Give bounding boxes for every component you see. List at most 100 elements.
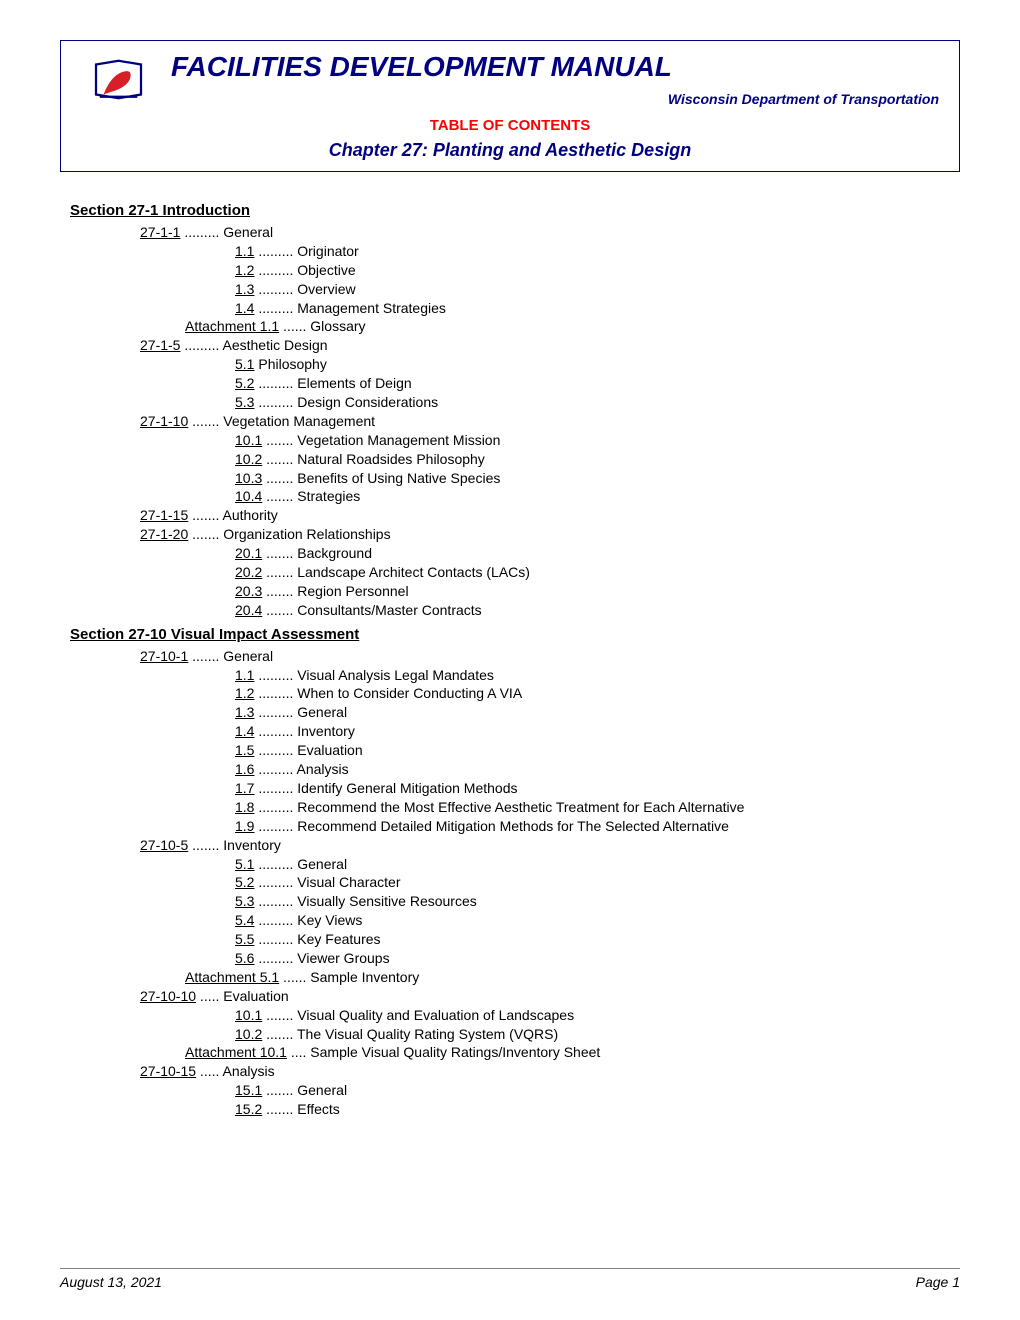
toc-link[interactable]: Attachment 1.1 (185, 318, 279, 334)
toc-text: ......... Analysis (254, 761, 348, 777)
toc-entry: 1.7 ......... Identify General Mitigatio… (70, 779, 950, 798)
toc-link[interactable]: 5.1 (235, 356, 254, 372)
toc-link[interactable]: 27-10-5 (140, 837, 188, 853)
toc-entry: 27-1-20 ....... Organization Relationshi… (70, 525, 950, 544)
toc-link[interactable]: 5.3 (235, 394, 254, 410)
logo-icon (81, 52, 156, 107)
toc-text: ......... Visual Analysis Legal Mandates (254, 667, 493, 683)
toc-link[interactable]: 1.4 (235, 723, 254, 739)
toc-entry: 1.4 ......... Management Strategies (70, 299, 950, 318)
toc-content: Section 27-1 Introduction 27-1-1 ........… (60, 202, 960, 1119)
toc-link[interactable]: 1.3 (235, 281, 254, 297)
toc-link[interactable]: 15.2 (235, 1101, 262, 1117)
toc-entry: Attachment 5.1 ...... Sample Inventory (70, 968, 950, 987)
toc-link[interactable]: 1.2 (235, 262, 254, 278)
toc-link[interactable]: 1.7 (235, 780, 254, 796)
toc-text: ....... General (262, 1082, 347, 1098)
toc-entry: 27-10-10 ..... Evaluation (70, 987, 950, 1006)
toc-link[interactable]: 5.6 (235, 950, 254, 966)
toc-label: TABLE OF CONTENTS (61, 112, 959, 137)
toc-link[interactable]: 1.1 (235, 243, 254, 259)
toc-text: ......... Management Strategies (254, 300, 445, 316)
toc-text: ......... Objective (254, 262, 355, 278)
toc-link[interactable]: Attachment 10.1 (185, 1044, 287, 1060)
toc-link[interactable]: 1.4 (235, 300, 254, 316)
toc-link[interactable]: 27-1-15 (140, 507, 188, 523)
toc-link[interactable]: 1.6 (235, 761, 254, 777)
toc-entry: 5.1 ......... General (70, 855, 950, 874)
section-title[interactable]: Section 27-10 Visual Impact Assessment (70, 626, 950, 643)
toc-text: .... Sample Visual Quality Ratings/Inven… (287, 1044, 600, 1060)
toc-link[interactable]: 27-10-1 (140, 648, 188, 664)
toc-text: ....... Region Personnel (262, 583, 408, 599)
toc-link[interactable]: 1.9 (235, 818, 254, 834)
toc-entry: 5.3 ......... Visually Sensitive Resourc… (70, 892, 950, 911)
toc-link[interactable]: 10.3 (235, 470, 262, 486)
toc-entry: 1.1 ......... Originator (70, 242, 950, 261)
toc-link[interactable]: 5.2 (235, 375, 254, 391)
toc-link[interactable]: 10.1 (235, 1007, 262, 1023)
toc-entry: 10.3 ....... Benefits of Using Native Sp… (70, 469, 950, 488)
toc-entry: 27-1-15 ....... Authority (70, 506, 950, 525)
toc-link[interactable]: 1.5 (235, 742, 254, 758)
toc-link[interactable]: 27-1-5 (140, 337, 180, 353)
toc-link[interactable]: 10.1 (235, 432, 262, 448)
toc-entry: 1.1 ......... Visual Analysis Legal Mand… (70, 666, 950, 685)
toc-link[interactable]: 27-10-15 (140, 1063, 196, 1079)
toc-text: ......... Visually Sensitive Resources (254, 893, 476, 909)
toc-text: ......... Elements of Deign (254, 375, 411, 391)
toc-link[interactable]: 1.8 (235, 799, 254, 815)
toc-link[interactable]: 27-10-10 (140, 988, 196, 1004)
toc-link[interactable]: 20.2 (235, 564, 262, 580)
toc-entry: 5.4 ......... Key Views (70, 911, 950, 930)
toc-entry: Attachment 1.1 ...... Glossary (70, 317, 950, 336)
toc-entry: 1.4 ......... Inventory (70, 722, 950, 741)
section-title[interactable]: Section 27-1 Introduction (70, 202, 950, 219)
toc-link[interactable]: 10.2 (235, 1026, 262, 1042)
toc-link[interactable]: 5.2 (235, 874, 254, 890)
toc-text: ....... Effects (262, 1101, 340, 1117)
toc-link[interactable]: 5.4 (235, 912, 254, 928)
toc-entry: 27-10-5 ....... Inventory (70, 836, 950, 855)
toc-entry: 15.2 ....... Effects (70, 1100, 950, 1119)
toc-link[interactable]: 27-1-10 (140, 413, 188, 429)
toc-text: ....... Background (262, 545, 372, 561)
toc-link[interactable]: 20.1 (235, 545, 262, 561)
toc-entry: 5.3 ......... Design Considerations (70, 393, 950, 412)
toc-link[interactable]: 15.1 (235, 1082, 262, 1098)
toc-entry: 10.2 ....... The Visual Quality Rating S… (70, 1025, 950, 1044)
toc-text: ...... Glossary (279, 318, 365, 334)
toc-link[interactable]: 5.1 (235, 856, 254, 872)
header-box: FACILITIES DEVELOPMENT MANUAL Wisconsin … (60, 40, 960, 172)
toc-entry: 20.4 ....... Consultants/Master Contract… (70, 601, 950, 620)
toc-link[interactable]: 20.4 (235, 602, 262, 618)
toc-link[interactable]: Attachment 5.1 (185, 969, 279, 985)
footer-date: August 13, 2021 (60, 1274, 162, 1290)
toc-link[interactable]: 10.2 (235, 451, 262, 467)
toc-link[interactable]: 1.3 (235, 704, 254, 720)
toc-entry: 5.2 ......... Visual Character (70, 873, 950, 892)
toc-link[interactable]: 1.1 (235, 667, 254, 683)
toc-link[interactable]: 27-1-20 (140, 526, 188, 542)
toc-text: ..... Evaluation (196, 988, 289, 1004)
header-top: FACILITIES DEVELOPMENT MANUAL Wisconsin … (61, 41, 959, 112)
toc-entry: 5.5 ......... Key Features (70, 930, 950, 949)
toc-link[interactable]: 20.3 (235, 583, 262, 599)
toc-entry: 1.8 ......... Recommend the Most Effecti… (70, 798, 950, 817)
toc-text: ......... Visual Character (254, 874, 400, 890)
toc-entry: 1.3 ......... General (70, 703, 950, 722)
toc-text: ......... General (254, 704, 347, 720)
toc-text: ....... Natural Roadsides Philosophy (262, 451, 485, 467)
toc-entry: 20.3 ....... Region Personnel (70, 582, 950, 601)
toc-link[interactable]: 10.4 (235, 488, 262, 504)
toc-text: ......... Viewer Groups (254, 950, 389, 966)
toc-text: ......... Evaluation (254, 742, 362, 758)
toc-entry: 10.4 ....... Strategies (70, 487, 950, 506)
toc-entry: 10.1 ....... Vegetation Management Missi… (70, 431, 950, 450)
toc-link[interactable]: 5.5 (235, 931, 254, 947)
toc-link[interactable]: 27-1-1 (140, 224, 180, 240)
toc-link[interactable]: 1.2 (235, 685, 254, 701)
toc-text: ......... Recommend Detailed Mitigation … (254, 818, 728, 834)
toc-link[interactable]: 5.3 (235, 893, 254, 909)
toc-text: ....... Authority (188, 507, 277, 523)
